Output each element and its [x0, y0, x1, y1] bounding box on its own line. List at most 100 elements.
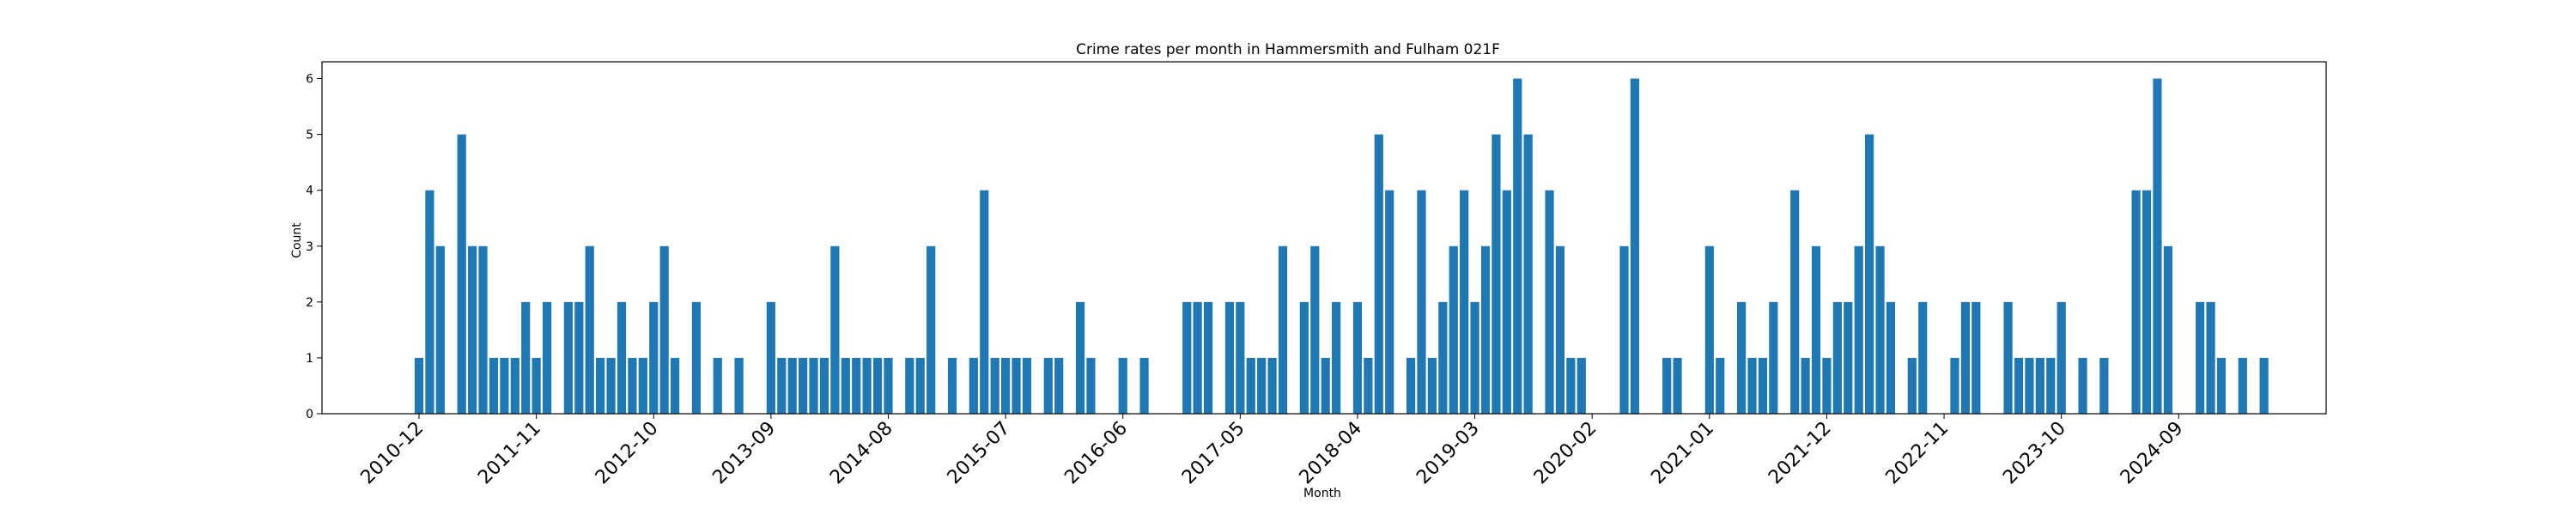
bar [638, 357, 647, 414]
bar [1236, 301, 1245, 414]
y-tick-label: 5 [306, 129, 313, 142]
bar [1566, 357, 1576, 414]
bar [414, 357, 424, 414]
bar [1374, 134, 1383, 414]
bar [1822, 357, 1832, 414]
bar [478, 245, 488, 414]
bar [1310, 245, 1320, 414]
bar [1758, 357, 1768, 414]
bar [1385, 190, 1394, 414]
x-tick-label: 2010-12 [357, 418, 428, 489]
bar [1054, 357, 1064, 414]
bar [691, 301, 702, 414]
bar [1555, 245, 1565, 414]
x-tick-label: 2017-05 [1178, 418, 1249, 489]
bar [617, 301, 627, 414]
bar [2099, 357, 2109, 414]
bar [1736, 301, 1747, 414]
bar [1352, 301, 1363, 414]
x-tick-label: 2014-08 [826, 418, 897, 489]
y-tick-label: 2 [306, 296, 313, 310]
bar [830, 245, 840, 414]
bar [596, 357, 605, 414]
bar [1193, 301, 1202, 414]
bar [489, 357, 499, 414]
bar [606, 357, 616, 414]
bar [1118, 357, 1127, 414]
bar [1662, 357, 1672, 414]
x-tick-label: 2011-11 [474, 418, 545, 489]
bar [1865, 134, 1874, 414]
y-axis-label: Count [290, 222, 304, 258]
bar [1971, 301, 1981, 414]
bar [713, 357, 722, 414]
bar [2057, 301, 2066, 414]
bar [1502, 190, 1511, 414]
bar [500, 357, 509, 414]
bar [425, 190, 434, 414]
chart-title: Crime rates per month in Hammersmith and… [1076, 41, 1500, 58]
x-tick-label: 2023-10 [1999, 418, 2070, 489]
y-axis: 0 1 2 3 4 5 6 [306, 73, 322, 421]
bar [542, 301, 552, 414]
bar [884, 357, 893, 414]
bar [819, 357, 829, 414]
bar [1224, 301, 1235, 414]
plot-frame [321, 61, 2327, 415]
bar [1832, 301, 1842, 414]
bar [1022, 357, 1032, 414]
bar [1619, 245, 1629, 414]
bar [1704, 245, 1714, 414]
bar [659, 245, 669, 414]
bar [1427, 357, 1437, 414]
x-tick-label: 2020-02 [1530, 418, 1601, 489]
bar [862, 357, 872, 414]
bar [809, 357, 818, 414]
bar [947, 357, 957, 414]
bar [1513, 78, 1522, 415]
bar [1001, 357, 1011, 414]
bar [1716, 357, 1725, 414]
bar [1918, 301, 1928, 414]
bar [927, 245, 936, 414]
x-tick-label: 2012-10 [592, 418, 663, 489]
bar [766, 301, 775, 414]
x-tick-label: 2021-12 [1765, 418, 1836, 489]
bar [872, 357, 883, 414]
y-tick-label: 0 [306, 408, 313, 421]
bar [1811, 245, 1821, 414]
bar [1449, 245, 1458, 414]
bar [1417, 190, 1426, 414]
bar [1886, 301, 1896, 414]
bar [2046, 357, 2056, 414]
bar [2238, 357, 2247, 414]
bar [563, 301, 573, 414]
bar [1043, 357, 1053, 414]
bar [2216, 357, 2227, 414]
x-tick-label: 2015-07 [944, 418, 1015, 489]
bar [1790, 190, 1800, 414]
bar [787, 357, 797, 414]
bar [734, 357, 744, 414]
bar [1278, 245, 1288, 414]
bar [1470, 301, 1479, 414]
x-tick-label: 2018-04 [1296, 418, 1367, 489]
bar [1854, 245, 1863, 414]
bar [1182, 301, 1192, 414]
bar [1267, 357, 1277, 414]
bar [649, 301, 659, 414]
bar [2131, 190, 2141, 414]
bar [1630, 78, 1639, 415]
bar [905, 357, 914, 414]
bar [2003, 301, 2013, 414]
bar [457, 134, 466, 414]
bar [1492, 134, 1501, 414]
bar [1299, 301, 1309, 414]
bar [1012, 357, 1021, 414]
x-tick-label: 2013-09 [708, 418, 780, 489]
bar [1844, 301, 1853, 414]
bar [2163, 245, 2172, 414]
bar [1960, 301, 1970, 414]
bar [2078, 357, 2087, 414]
bar [1364, 357, 1373, 414]
